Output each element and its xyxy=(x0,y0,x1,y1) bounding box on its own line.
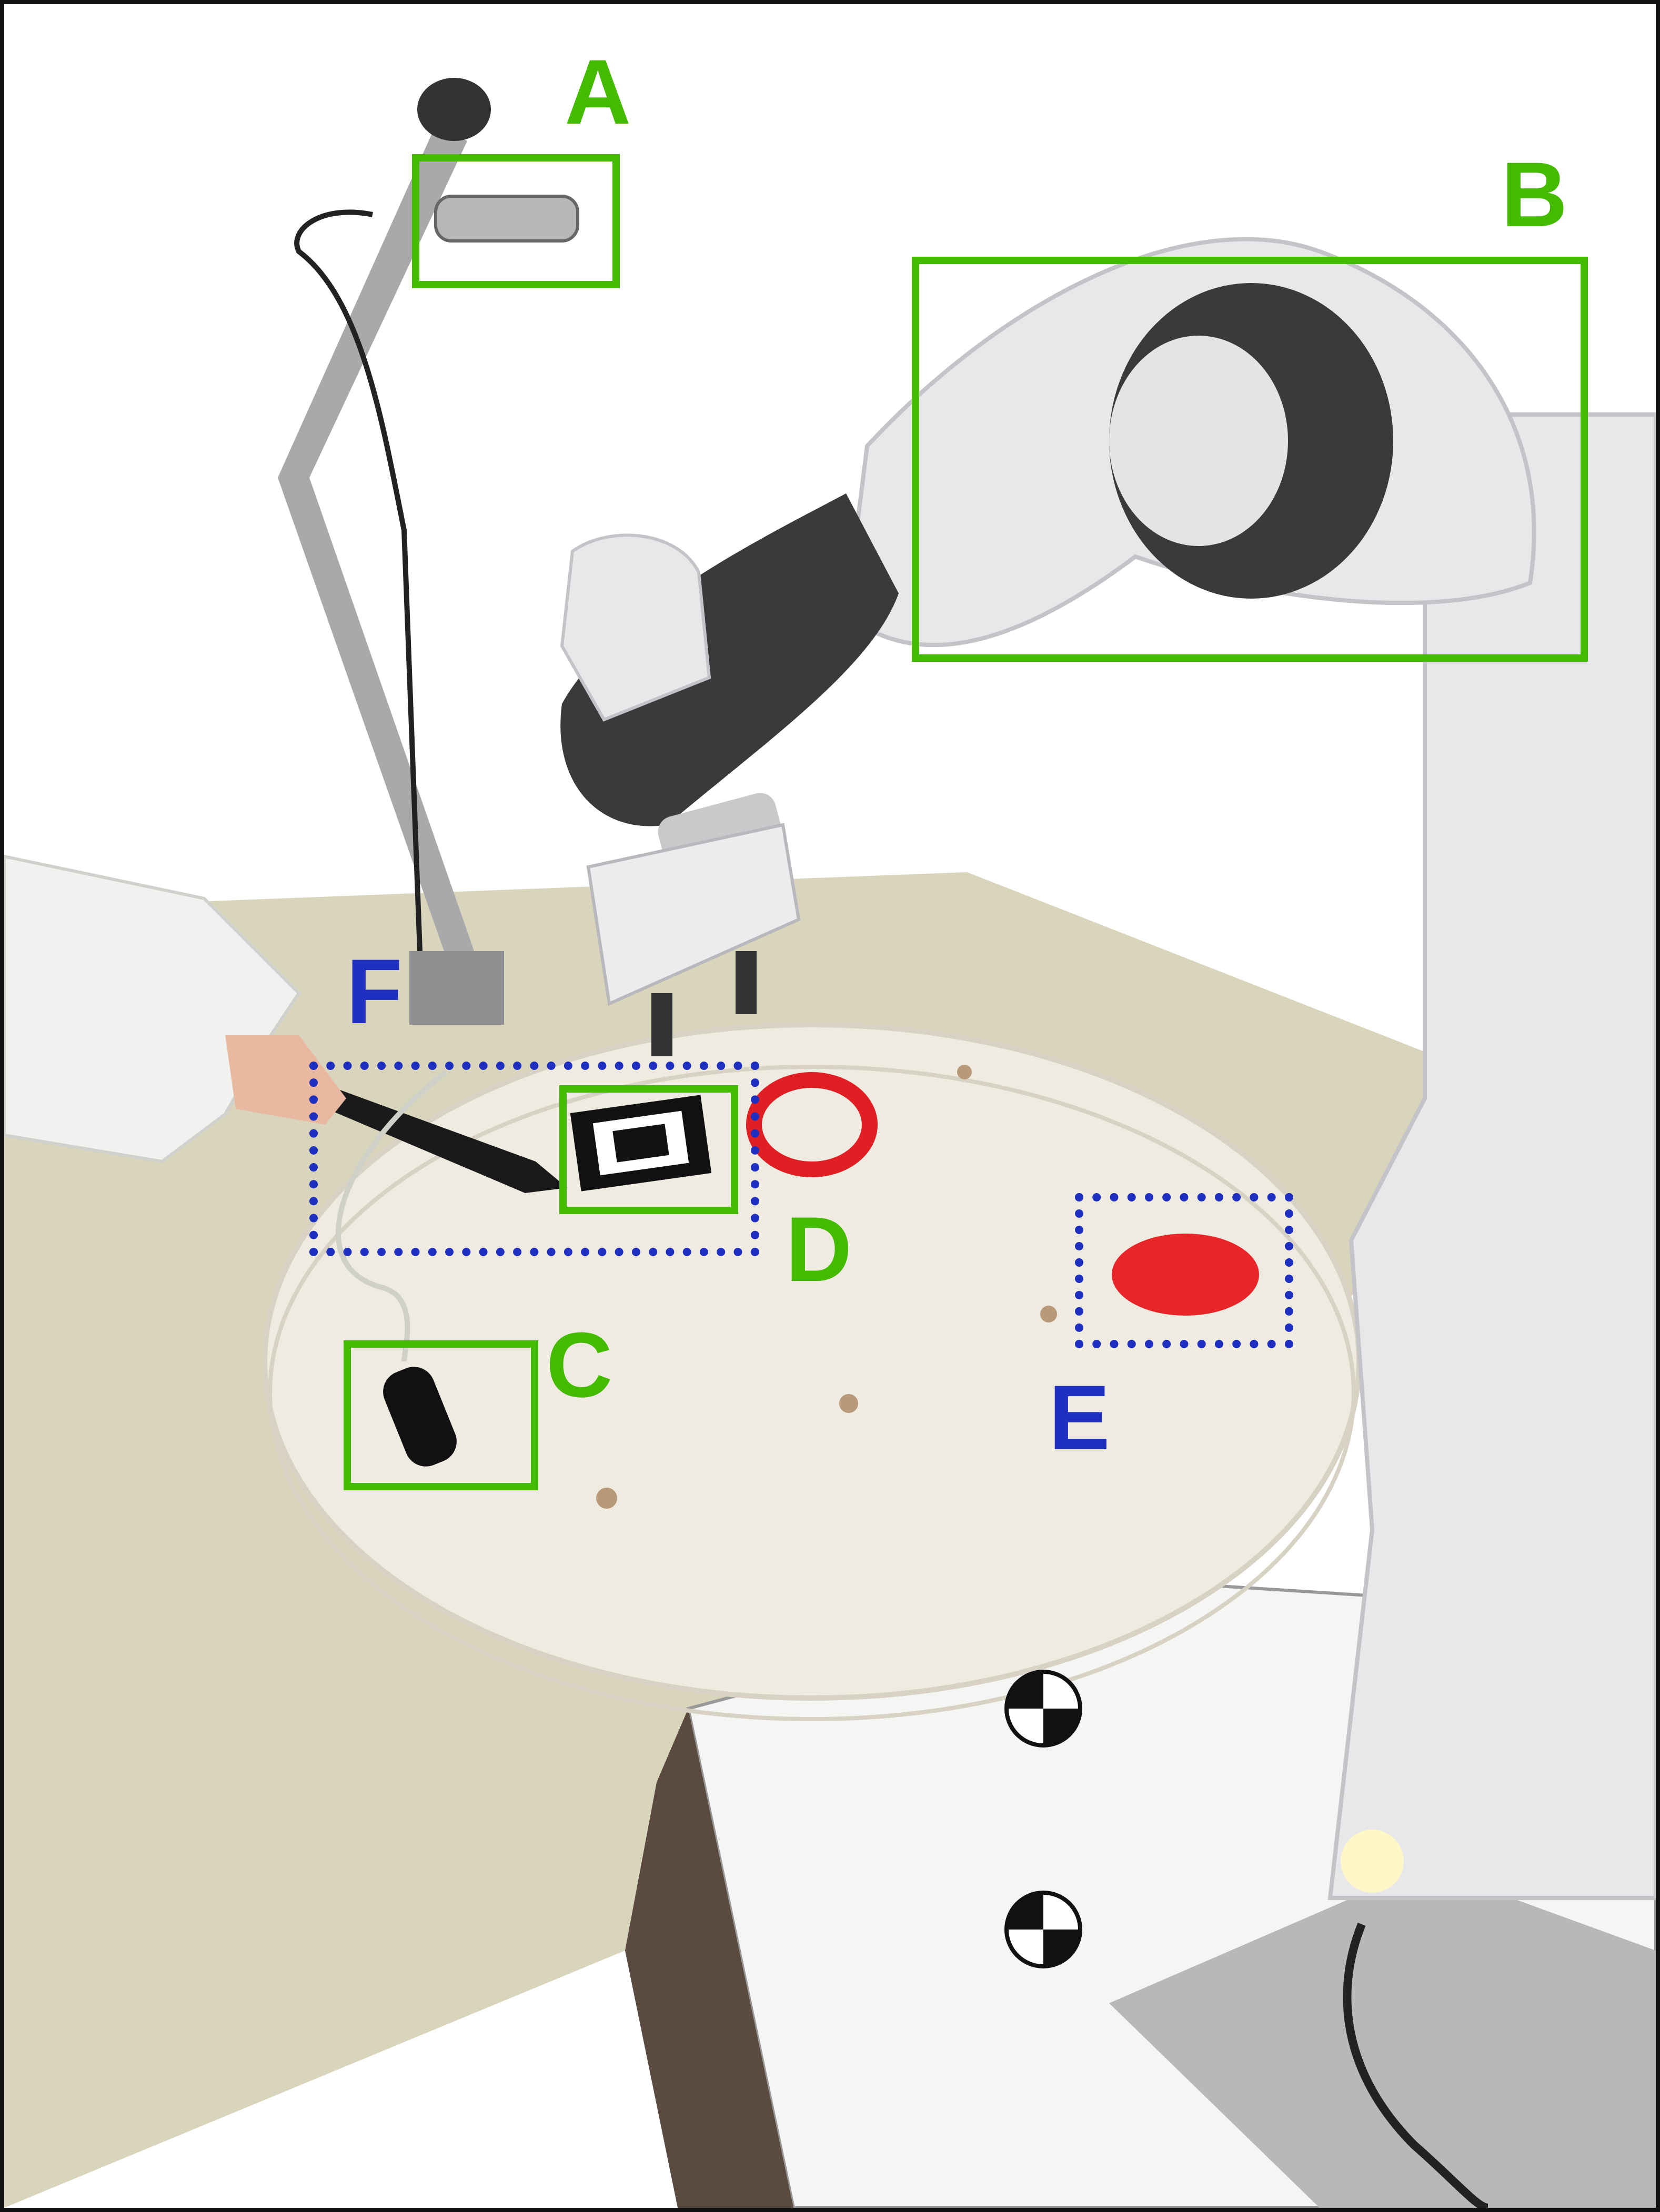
annotation-label-e: E xyxy=(1049,1367,1110,1469)
red-target-disc xyxy=(1112,1234,1259,1316)
gripper-finger xyxy=(651,993,672,1056)
annotation-label-a: A xyxy=(565,41,631,144)
robot-wrist xyxy=(560,533,711,722)
camera-mount-arm xyxy=(278,125,478,972)
tool-handle xyxy=(315,1083,567,1193)
camera-mount-base xyxy=(409,951,504,1025)
photo-scene xyxy=(4,78,1656,2208)
robot-gripper xyxy=(586,823,801,1006)
robot-base-column xyxy=(1327,412,1656,1900)
depth-camera xyxy=(434,195,579,243)
annotation-label-b: B xyxy=(1501,144,1568,246)
annotation-box-a xyxy=(412,154,620,288)
platform-hole xyxy=(839,1394,858,1413)
calibration-marker-fill xyxy=(1007,1893,1080,1966)
annotation-label-d: D xyxy=(786,1198,852,1301)
platform-hole xyxy=(596,1488,617,1509)
camera-cable xyxy=(294,209,422,952)
annotation-box-b xyxy=(912,257,1588,662)
platform-edge xyxy=(268,1065,1356,1721)
annotation-box-d xyxy=(559,1085,738,1214)
annotation-box-f xyxy=(309,1062,759,1256)
camera-pivot xyxy=(417,78,491,141)
metal-plate xyxy=(1109,1866,1656,2208)
table-front xyxy=(625,1709,793,2208)
annotation-box-e xyxy=(1075,1193,1293,1348)
cable xyxy=(336,1070,448,1362)
annotation-label-c: C xyxy=(546,1314,613,1417)
robot-joint-cap xyxy=(1109,336,1288,546)
calibration-marker-fill xyxy=(1007,1672,1080,1745)
platform-hole xyxy=(1040,1306,1057,1322)
hand-tracking-sensor xyxy=(383,1367,457,1467)
robot-base-light xyxy=(1341,1830,1404,1893)
annotation-box-c xyxy=(344,1340,538,1490)
robot-cable xyxy=(1343,1923,1489,2208)
gripper-finger xyxy=(736,951,757,1014)
platform-hole xyxy=(957,1065,972,1079)
robot-forearm xyxy=(560,493,899,826)
annotation-label-f: F xyxy=(346,941,403,1043)
aruco-marker-pattern xyxy=(612,1124,669,1163)
